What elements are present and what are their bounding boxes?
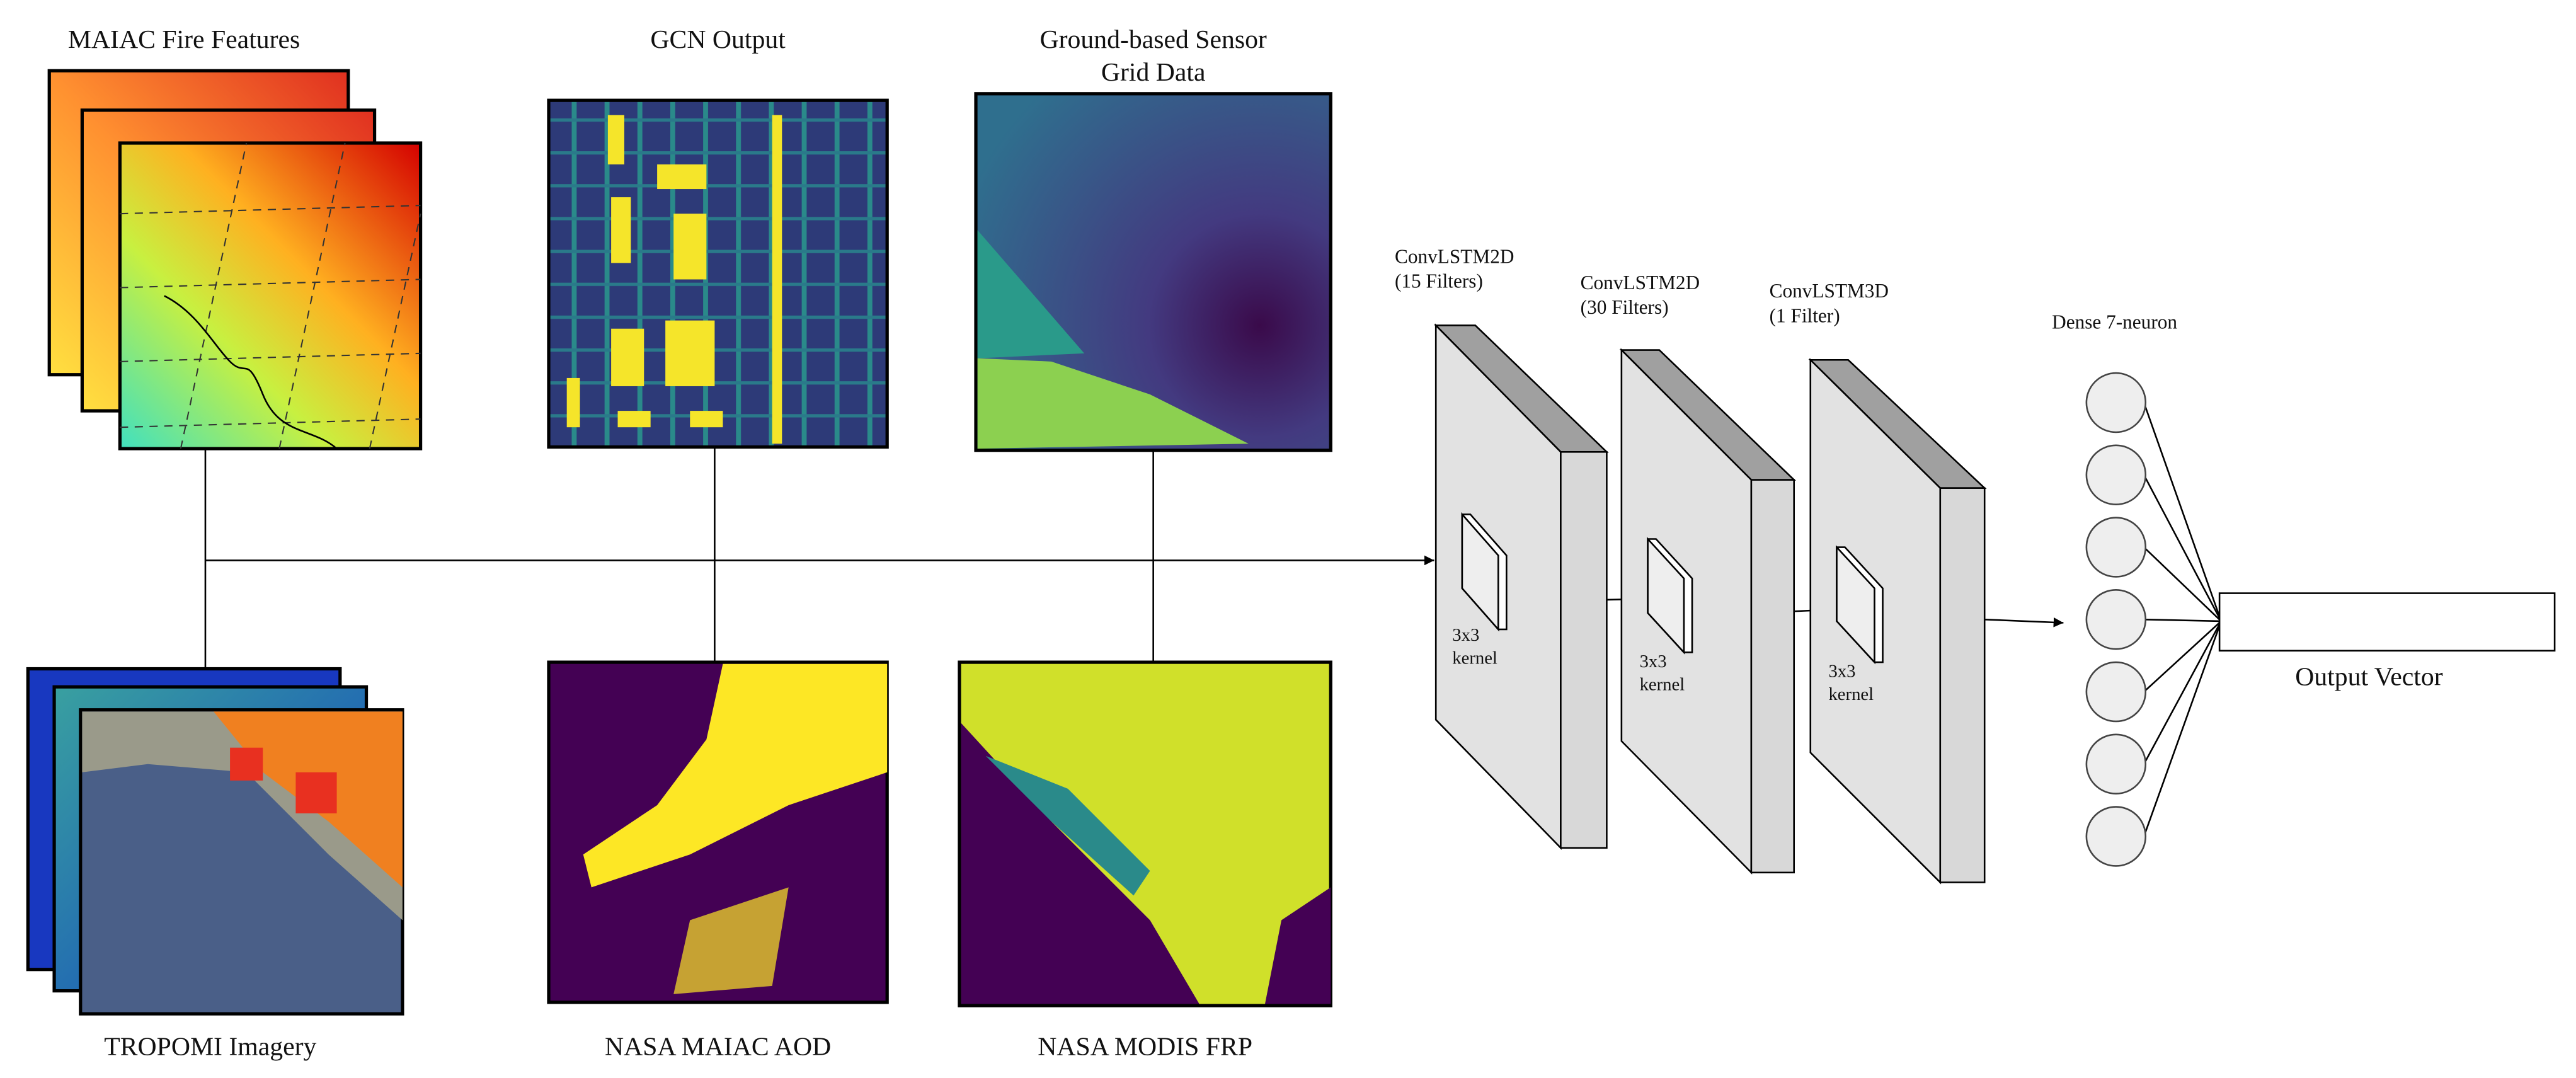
label: NASA MODIS FRP [1038,1032,1252,1061]
layer-label: (15 Filters) [1395,270,1483,292]
neuron [2085,589,2147,650]
neuron [2085,444,2147,506]
label: Ground-based Sensor [1039,25,1266,54]
output-box [2218,592,2556,652]
maiac-stack [47,69,423,450]
kernel-label: kernel [1452,648,1497,668]
connector [204,447,2064,669]
conv-block [1434,323,1609,850]
dense-layer [2085,372,2222,867]
neuron [2085,733,2147,795]
connection [2143,546,2222,622]
label: Grid Data [1101,58,1206,87]
kernel-label: 3x3 [1640,651,1667,672]
layer-label: ConvLSTM3D [1770,280,1889,302]
conv-block [1619,348,1796,875]
kernel-label: 3x3 [1452,625,1479,645]
label: NASA MAIAC AOD [605,1032,831,1061]
layer-label: (30 Filters) [1581,296,1669,318]
layer-label: ConvLSTM2D [1395,245,1514,267]
label: Dense 7-neuron [2052,311,2177,333]
layer-label: ConvLSTM2D [1581,272,1700,294]
gcn-image [547,98,889,449]
sensor-image [974,92,1332,452]
tropomi-stack [26,667,404,1016]
label: TROPOMI Imagery [104,1032,316,1061]
connection [2143,621,2222,765]
connection [2143,620,2222,692]
aod-image [547,660,889,1004]
neuron [2085,661,2147,723]
neuron [2085,517,2147,578]
label: GCN Output [650,25,786,54]
connection [2143,474,2222,622]
connection [2143,402,2222,622]
label: Output Vector [2295,663,2443,692]
conv-block [1808,358,1987,885]
kernel-label: kernel [1828,684,1874,704]
connection [2143,621,2222,837]
label: MAIAC Fire Features [68,25,300,54]
neuron [2085,372,2147,433]
layer-label: (1 Filter) [1770,304,1840,326]
connection [2144,618,2221,622]
kernel-label: 3x3 [1828,662,1855,682]
neuron [2085,806,2147,867]
kernel-label: kernel [1640,674,1685,694]
frp-image [958,660,1332,1007]
